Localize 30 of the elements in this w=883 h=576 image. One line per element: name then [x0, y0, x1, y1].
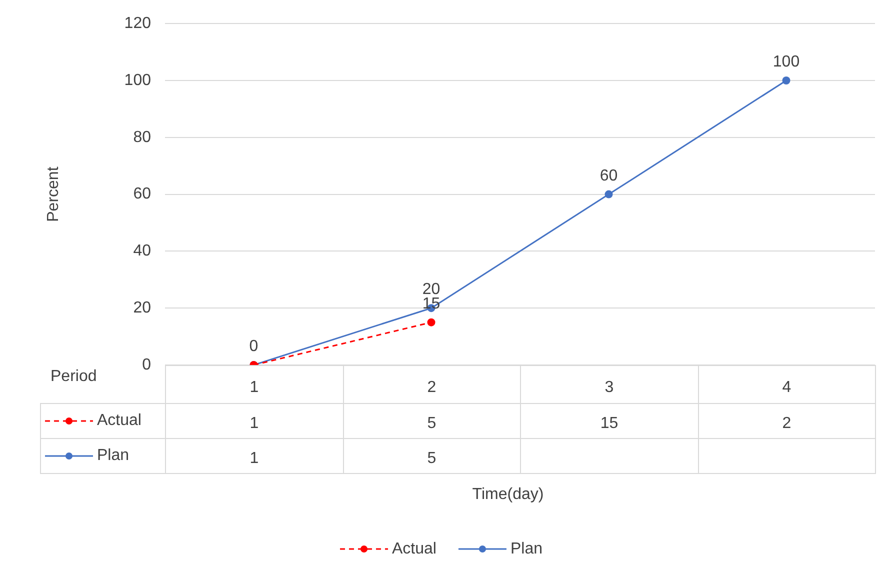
point — [604, 190, 613, 198]
x-tick-label: 2 — [343, 366, 520, 404]
y-tick-label: 60 — [133, 186, 152, 203]
x-tick-label: 4 — [698, 366, 876, 404]
y-tick-label: 120 — [124, 15, 152, 32]
y-tick-label: Actual — [97, 412, 142, 429]
y-tick-label: 40 — [133, 242, 152, 260]
point — [427, 318, 436, 326]
x-axis-title: Time(day) — [472, 486, 544, 503]
point — [782, 76, 790, 84]
data-label: 100 — [772, 54, 800, 70]
y-axis-title: Percent — [45, 166, 62, 222]
legend-label: Plan — [510, 540, 542, 558]
y-tick-label: 20 — [133, 300, 152, 317]
y-tick-label: 100 — [124, 72, 152, 89]
y-tick-label: 80 — [133, 128, 152, 146]
data-label: 20 — [422, 281, 440, 298]
data-label: 2 — [698, 404, 876, 438]
data-label: 5 — [343, 438, 520, 474]
text: Period — [50, 368, 97, 384]
data-label: 1 — [166, 404, 343, 438]
data-label: 60 — [600, 167, 618, 184]
data-label: 1 — [166, 438, 343, 474]
data-label: 15 — [520, 404, 698, 438]
y-tick-label: 0 — [142, 356, 152, 374]
data-label: 0 — [249, 338, 258, 355]
x-tick-label: 3 — [520, 366, 698, 404]
x-tick-label: 1 — [166, 366, 343, 404]
data-label: 5 — [343, 404, 520, 438]
legend-label: Actual — [392, 540, 436, 558]
